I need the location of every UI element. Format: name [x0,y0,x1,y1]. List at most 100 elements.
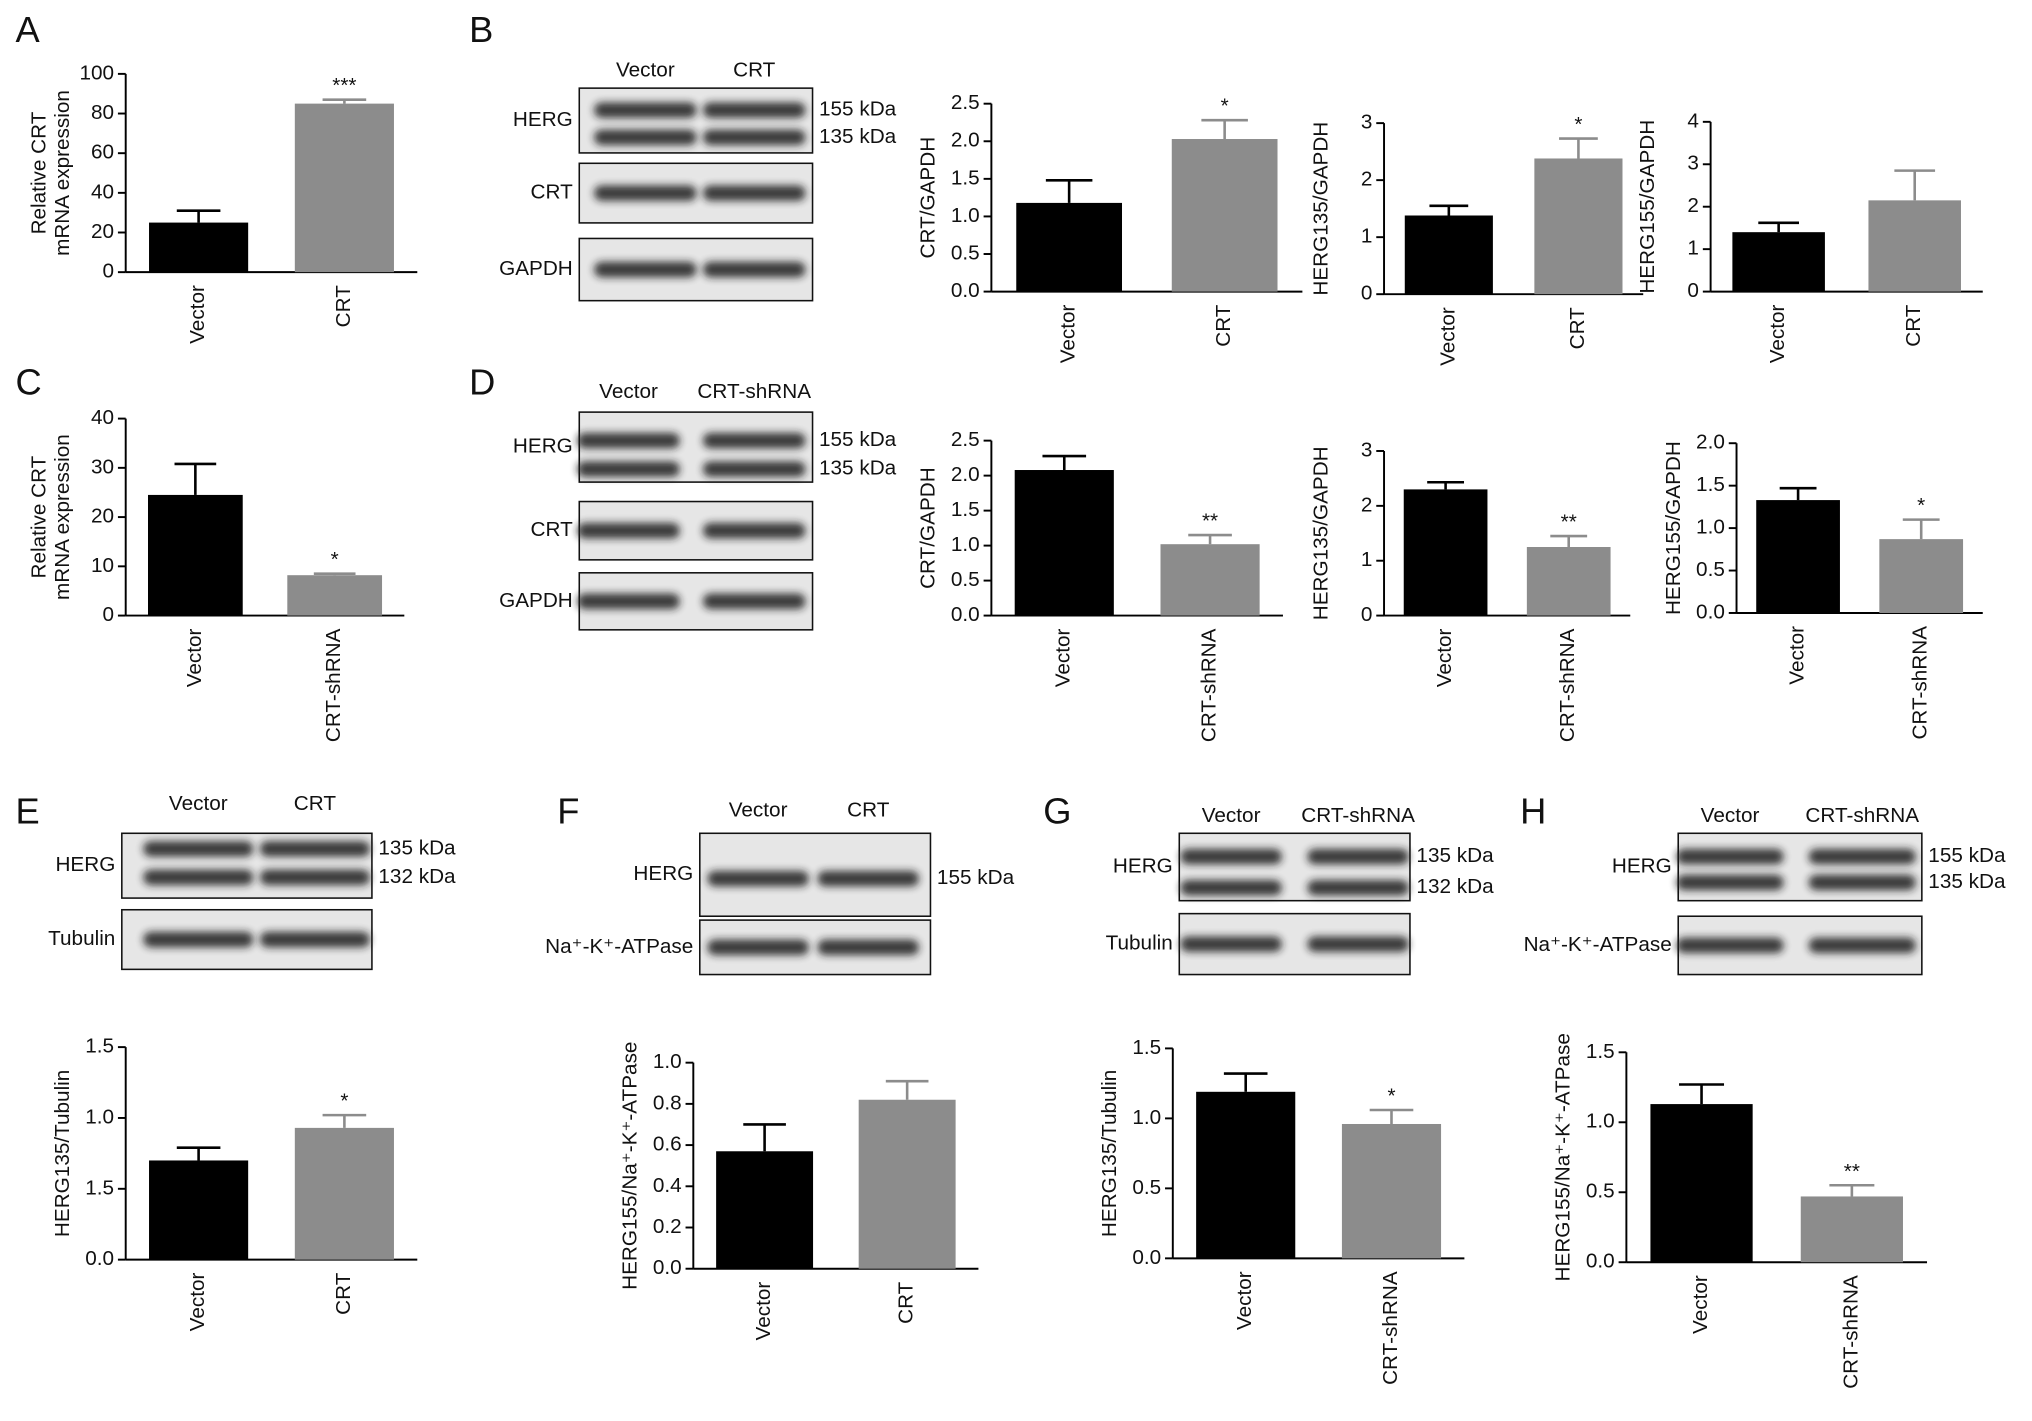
y-tick-label: 3 [1687,152,1699,175]
panel-letter: C [16,361,42,402]
blot-band [1808,874,1916,891]
y-tick-label: 40 [91,180,114,203]
significance: ** [1561,511,1577,534]
y-tick-label: 80 [91,101,114,124]
blot-band [707,870,809,887]
blot-row-label: HERG [513,108,573,131]
y-tick-label: 0.5 [1132,1176,1161,1199]
blot-row-label: HERG [1113,854,1173,877]
y-tick-label: 4 [1687,109,1699,132]
blot-band [1808,937,1916,954]
y-tick-label: 20 [91,505,114,528]
y-tick-label: 0.8 [653,1091,682,1114]
y-tick-label: 2.5 [951,91,980,114]
y-tick-label: 1.5 [951,498,980,521]
y-axis-label: HERG155/GAPDH [1662,441,1685,615]
kda-label: 135 kDa [378,836,456,859]
x-tick-label: Vector [183,628,206,687]
y-tick-label: 1.0 [951,533,980,556]
kda-label: 155 kDa [819,428,897,451]
blot-band [702,261,806,278]
x-tick-label: CRT-shRNA [322,628,345,742]
bar [716,1151,814,1269]
x-tick-label: CRT [332,1272,355,1315]
blot-row-label: Na⁺-K⁺-ATPase [1524,933,1672,956]
y-tick-label: 0.0 [653,1256,682,1279]
x-tick-label: CRT [332,285,355,328]
y-tick-label: 2.5 [951,428,980,451]
kda-label: 135 kDa [1928,870,2006,893]
bar [1534,158,1623,295]
y-axis-label: mRNA expression [51,90,74,256]
y-tick-label: 0.0 [951,279,980,302]
bar [294,103,394,273]
blot-band [594,102,697,118]
y-tick-label: 0.5 [1696,558,1725,581]
blot-band [1676,848,1784,865]
kda-label: 135 kDa [819,125,897,148]
x-tick-label: Vector [1433,628,1456,687]
blot-band [577,593,680,610]
lane-label: CRT [733,59,776,82]
lane-label: Vector [1202,804,1261,827]
bar [1732,232,1825,292]
x-tick-label: Vector [1233,1271,1256,1330]
y-axis-label: mRNA expression [51,434,74,600]
panel-letter: H [1520,790,1546,831]
y-tick-label: 0.0 [1586,1250,1615,1273]
bar [1868,200,1961,292]
x-tick-label: Vector [1689,1275,1712,1334]
blot-band [143,841,254,857]
panel-letter: E [16,790,40,831]
y-axis-label: CRT/GAPDH [917,467,940,589]
y-tick-label: 0 [1361,603,1373,626]
bar [287,575,383,616]
y-tick-label: 3 [1361,438,1373,461]
y-tick-label: 1.5 [85,1176,114,1199]
y-tick-label: 2.0 [1696,431,1725,454]
blot-band [594,129,697,146]
blot-row-label: Na⁺-K⁺-ATPase [545,935,693,958]
x-tick-label: CRT-shRNA [1839,1275,1862,1389]
blot-row-label: CRT [531,518,574,541]
lane-label: Vector [616,59,675,82]
y-tick-label: 1.5 [1696,473,1725,496]
x-tick-label: CRT [1212,304,1235,347]
x-tick-label: Vector [1052,628,1075,687]
bar [1800,1196,1903,1263]
lane-label: CRT-shRNA [1301,804,1415,827]
y-tick-label: 1.0 [653,1050,682,1073]
y-tick-label: 100 [79,61,114,84]
y-tick-label: 30 [91,455,114,478]
bar [1171,139,1278,292]
blot-row-label: CRT [531,181,574,204]
bar [294,1127,394,1260]
bar [1016,202,1123,292]
blot-row-label: GAPDH [499,589,573,612]
lane-label: CRT [847,799,890,822]
significance: * [1917,494,1925,517]
y-axis-label: Relative CRT [28,111,51,234]
blot-band [1676,874,1784,891]
y-tick-label: 1.0 [85,1105,114,1128]
y-tick-label: 2 [1361,493,1373,516]
x-tick-label: Vector [186,285,209,344]
blot-band [1808,848,1916,865]
kda-label: 135 kDa [819,457,897,480]
bar [1879,539,1964,613]
bar [1403,489,1488,616]
x-tick-label: CRT-shRNA [1556,628,1579,742]
y-tick-label: 0.0 [1696,600,1725,623]
kda-label: 155 kDa [937,866,1015,889]
blot-band [577,522,680,539]
y-tick-label: 2.0 [951,129,980,152]
y-tick-label: 0 [103,260,115,283]
blot-band [702,432,806,449]
significance: * [1221,95,1229,118]
y-tick-label: 0.2 [653,1215,682,1238]
y-tick-label: 10 [91,554,114,577]
y-tick-label: 1 [1361,548,1373,571]
y-tick-label: 20 [91,220,114,243]
blot-band [1307,936,1409,952]
blot-row-label: HERG [633,862,693,885]
